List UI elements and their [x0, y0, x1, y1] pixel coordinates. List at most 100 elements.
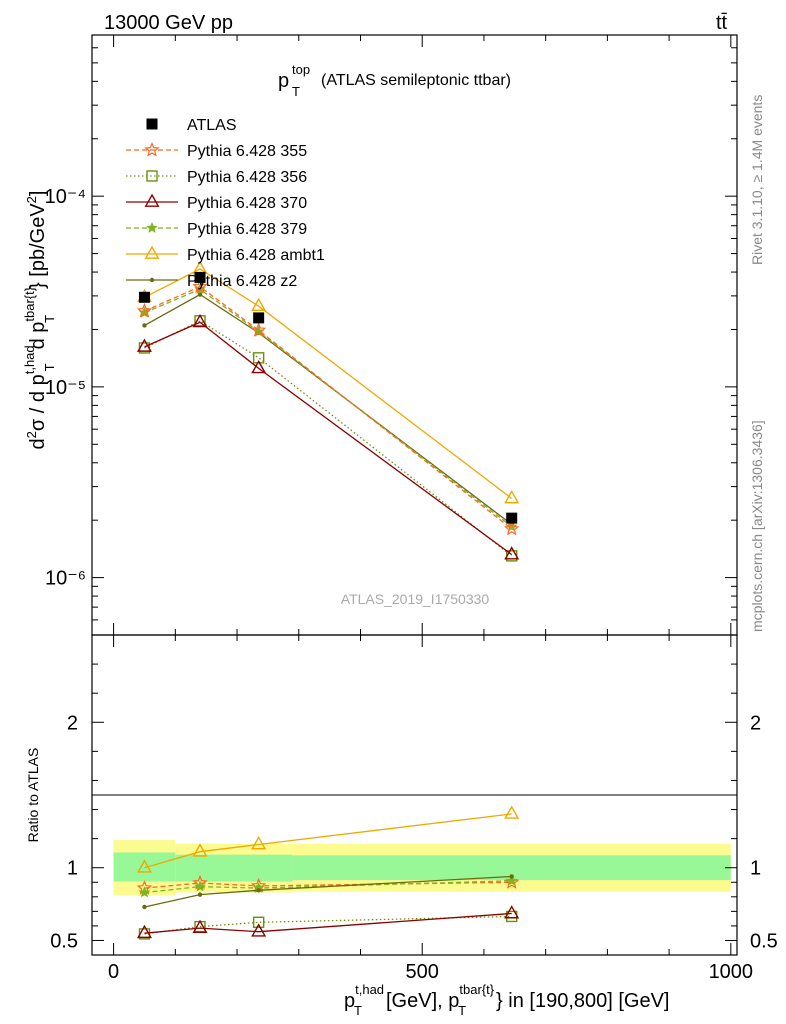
- band-inner-0: [113, 852, 176, 882]
- legend-marker-z2: [149, 277, 155, 283]
- analysis-id: ATLAS_2019_I1750330: [341, 591, 490, 607]
- main-line-p370: [144, 321, 513, 556]
- main-line-ambt1: [144, 268, 513, 500]
- tick-labels: 0 500 1000 10⁻⁴ 10⁻⁵ 10⁻⁶ 2 2 1 1 0.5 0.5: [45, 186, 778, 983]
- legend-label-z2: Pythia 6.428 z2: [187, 273, 297, 290]
- main-point-p370-1: [192, 313, 208, 328]
- ratio-point-p370-3: [504, 905, 520, 919]
- ratio-uncertainty-bands: [113, 840, 731, 896]
- ratio-y-tick-label-left-2: 0.5: [50, 930, 78, 952]
- legend-entry-data: ATLAS: [146, 117, 237, 134]
- band-inner-1: [175, 854, 293, 882]
- main-y-tick-label-2: 10⁻⁶: [45, 568, 86, 590]
- main-point-p370-2: [251, 359, 267, 374]
- ratio-series-p370: [136, 905, 520, 939]
- main-point-data-1: [194, 271, 206, 283]
- main-line-p379: [144, 288, 513, 528]
- ratio-point-z2-1: [197, 892, 203, 897]
- legend-entry-ambt1: Pythia 6.428 ambt1: [126, 245, 325, 264]
- x-tick-label-2: 1000: [709, 961, 754, 983]
- ratio-point-z2-2: [256, 888, 261, 893]
- main-point-data-0: [138, 291, 150, 303]
- main-series-data: [138, 271, 518, 524]
- main-line-p355: [144, 285, 513, 530]
- main-y-tick-label-0: 10⁻⁴: [45, 186, 86, 208]
- legend-entry-p355: Pythia 6.428 355: [126, 141, 307, 160]
- main-point-p379-3: [505, 520, 518, 532]
- ratio-series-p356: [138, 910, 518, 940]
- main-series-p370: [136, 313, 520, 560]
- main-series-p356: [138, 315, 518, 562]
- ratio-point-p370-2: [251, 923, 267, 937]
- ratio-series-z2: [142, 874, 514, 910]
- ratio-y-tick-label-right-0: 2: [750, 712, 761, 734]
- main-series-ambt1: [136, 260, 520, 504]
- axis-ticks: [92, 34, 737, 955]
- x-tick-label-1: 500: [406, 961, 439, 983]
- main-point-p355-3: [504, 520, 520, 536]
- main-series-z2: [142, 292, 514, 527]
- legend-label-p370: Pythia 6.428 370: [187, 195, 307, 212]
- ratio-y-tick-label-left-0: 2: [67, 712, 78, 734]
- mcplots-label: mcplots.cern.ch [arXiv:1306.3436]: [749, 420, 765, 632]
- legend-marker-data: [146, 118, 158, 130]
- main-point-p370-3: [504, 546, 520, 560]
- ratio-frame: [91, 634, 738, 956]
- main-point-data-2: [253, 312, 265, 324]
- main-line-z2: [144, 293, 513, 525]
- ratio-point-ambt1-1: [192, 843, 208, 857]
- main-line-p356: [144, 320, 513, 557]
- x-tick-label-0: 0: [108, 961, 119, 983]
- main-series-p355: [136, 278, 520, 536]
- legend-label-p379: Pythia 6.428 379: [187, 221, 307, 238]
- ratio-y-tick-label-right-1: 1: [750, 858, 761, 880]
- ratio-point-z2-3: [509, 874, 514, 879]
- energy-label: 13000 GeV pp: [104, 12, 233, 34]
- ratio-y-tick-label-right-2: 0.5: [750, 930, 778, 952]
- rivet-label: Rivet 3.1.10, ≥ 1.4M events: [749, 95, 765, 265]
- main-point-p355-2: [250, 322, 267, 337]
- ratio-point-p356-2: [252, 916, 265, 928]
- ratio-point-ambt1-2: [251, 836, 267, 850]
- main-point-p356-2: [252, 352, 265, 364]
- legend-marker-p356: [146, 170, 158, 182]
- legend-label-p356: Pythia 6.428 356: [187, 169, 307, 186]
- ratio-series-ambt1: [136, 805, 520, 873]
- main-point-ambt1-2: [251, 297, 267, 312]
- ratio-point-p379-0: [138, 886, 151, 898]
- title-superscript: top: [292, 62, 310, 77]
- main-y-axis-label: d2σ / d pt,had Td ptbar{t} T} [pb/GeV2]: [22, 191, 57, 450]
- legend: ATLAS Pythia 6.428 355 Pythia 6.428 356 Pyt…: [126, 117, 325, 290]
- ratio-y-tick-label-left-1: 1: [67, 858, 78, 880]
- ratio-point-p355-3: [504, 874, 520, 889]
- ratio-point-p370-0: [136, 924, 152, 939]
- ratio-point-p379-3: [505, 874, 518, 886]
- process-label: tt̄: [716, 12, 728, 34]
- ratio-line-p356: [144, 915, 512, 935]
- main-point-p370-0: [136, 338, 152, 352]
- main-point-ambt1-3: [504, 490, 520, 504]
- legend-entry-p370: Pythia 6.428 370: [126, 193, 307, 212]
- legend-marker-p355: [144, 141, 160, 157]
- ratio-line-z2: [144, 875, 512, 908]
- legend-label-data: ATLAS: [187, 117, 237, 134]
- ratio-point-ambt1-3: [504, 805, 520, 819]
- main-point-data-3: [506, 512, 518, 524]
- ratio-point-ambt1-0: [136, 859, 152, 873]
- title-subscript: T: [292, 84, 300, 99]
- legend-label-p355: Pythia 6.428 355: [187, 143, 307, 160]
- legend-marker-p370: [144, 193, 160, 207]
- legend-marker-ambt1: [144, 245, 160, 259]
- ratio-point-z2-0: [142, 904, 147, 910]
- ratio-point-p370-1: [192, 919, 208, 933]
- legend-entry-z2: Pythia 6.428 z2: [126, 273, 297, 290]
- ratio-line-p370: [144, 912, 512, 934]
- legend-label-ambt1: Pythia 6.428 ambt1: [187, 247, 325, 264]
- legend-entry-p356: Pythia 6.428 356: [126, 169, 307, 186]
- x-axis-label: pt,had T [GeV], ptbar{t} T} in [190,800] [G…: [344, 982, 670, 1018]
- ratio-y-axis-label: Ratio to ATLAS: [25, 748, 41, 843]
- main-series: [136, 260, 520, 562]
